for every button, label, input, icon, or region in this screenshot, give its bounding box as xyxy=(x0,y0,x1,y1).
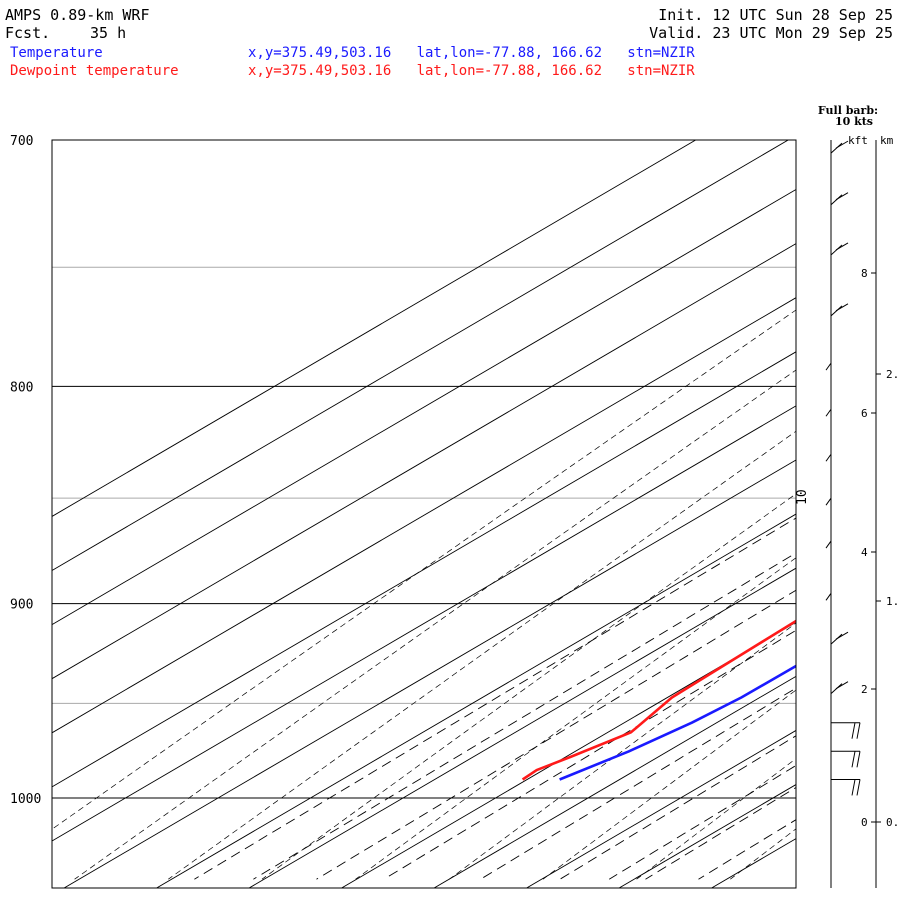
isotherm--40 xyxy=(248,567,796,888)
kft-label-2: 2 xyxy=(861,683,868,696)
wind-barb xyxy=(830,242,849,256)
wind-barb-flag xyxy=(835,681,849,690)
isotherm-10 xyxy=(711,838,796,888)
mixing-ratio-1 xyxy=(480,687,796,880)
wind-barb xyxy=(830,681,849,695)
wind-barb-staff xyxy=(825,593,832,601)
legend-temperature-label: Temperature xyxy=(10,45,103,61)
wind-barb-flag xyxy=(835,242,849,251)
wind-barb-flag xyxy=(856,779,861,796)
isotherm--90 xyxy=(52,297,796,734)
mixing-ratio-.4 xyxy=(383,629,796,880)
mixing-ratio-3 xyxy=(608,764,796,880)
wind-barb xyxy=(831,750,861,768)
isotherm--20 xyxy=(433,675,796,888)
wind-barb-staff xyxy=(825,408,832,417)
wind-barb-flag xyxy=(851,779,856,796)
kft-axis-label: kft xyxy=(848,134,868,147)
pressure-label-1000: 1000 xyxy=(10,792,41,807)
wind-barb-flag xyxy=(851,722,856,739)
wind-barb xyxy=(825,540,832,549)
mixing-ratio-.05 xyxy=(194,517,796,880)
pressure-label-900: 900 xyxy=(10,598,33,613)
isotherm--110 xyxy=(52,188,796,626)
model-title: AMPS 0.89-km WRF xyxy=(5,6,150,24)
dry-adiabat-210 xyxy=(74,369,796,880)
dewpoint-profile xyxy=(521,619,796,781)
wind-barb xyxy=(830,192,849,206)
pressure-label-800: 800 xyxy=(10,380,33,395)
dry-adiabat-200 xyxy=(52,309,796,830)
km-axis-label: km xyxy=(880,134,894,147)
wind-barb xyxy=(830,303,849,317)
valid-time: Valid. 23 UTC Mon 29 Sep 25 xyxy=(649,24,893,42)
wind-barb xyxy=(831,722,861,739)
wind-barb xyxy=(825,362,832,371)
mixing-ratio-4 xyxy=(645,786,796,880)
legend-temperature-info: x,y=375.49,503.16 lat,lon=-77.88, 166.62… xyxy=(248,45,695,61)
plot-frame xyxy=(51,139,797,889)
legend-dewpoint-info: x,y=375.49,503.16 lat,lon=-77.88, 166.62… xyxy=(248,63,695,79)
wind-barb-staff xyxy=(825,362,832,371)
isotherm--80 xyxy=(52,351,796,788)
wind-barb-staff xyxy=(825,497,832,506)
isotherm--10 xyxy=(526,729,796,888)
wind-barb xyxy=(825,593,832,601)
temperature-profile xyxy=(559,664,796,781)
wind-barb xyxy=(825,497,832,506)
isotherm--100 xyxy=(52,243,796,680)
wind-barb-flag xyxy=(835,140,849,149)
kft-label-4: 4 xyxy=(861,546,868,559)
wind-barb xyxy=(825,408,832,417)
wind-barb-flag xyxy=(856,751,861,768)
wind-barb-flag xyxy=(835,303,849,312)
wind-barb-flag xyxy=(835,631,849,640)
wind-barb-flag xyxy=(835,192,849,201)
mixing-ratio-.2 xyxy=(316,589,796,880)
wind-barb-flag xyxy=(851,751,856,768)
isotherm--120 xyxy=(52,140,789,572)
wind-barb xyxy=(831,778,861,796)
isotherm--60 xyxy=(63,459,796,888)
kft-label-0: 0 xyxy=(861,816,868,829)
kft-label-6: 6 xyxy=(861,407,868,420)
barb-header-line2: 10 kts xyxy=(835,115,873,128)
wind-barb-flag xyxy=(856,722,861,739)
isotherm-0 xyxy=(618,784,796,888)
dry-adiabat-290 xyxy=(824,0,900,879)
dry-adiabat-220 xyxy=(168,430,796,880)
pressure-label-700: 700 xyxy=(10,134,33,149)
isotherm-annotation: 10 xyxy=(795,489,810,505)
km-label-0: 2. xyxy=(886,368,899,381)
forecast-hour: 35 h xyxy=(90,24,127,42)
forecast-label: Fcst. xyxy=(5,24,51,42)
kft-label-8: 8 xyxy=(861,267,868,280)
wind-barb xyxy=(830,140,849,154)
isotherm--50 xyxy=(156,513,796,888)
wind-barb-staff xyxy=(825,453,832,462)
dry-adiabat-230 xyxy=(261,493,796,880)
mixing-ratio-.1 xyxy=(253,552,796,880)
dry-adiabat-280 xyxy=(730,828,796,880)
wind-barb xyxy=(830,631,849,645)
km-label-2: 0. xyxy=(886,816,899,829)
km-label-1: 1. xyxy=(886,595,899,608)
barb-header-line1: Full barb: xyxy=(818,104,878,117)
init-time: Init. 12 UTC Sun 28 Sep 25 xyxy=(658,6,893,24)
mixing-ratio-2 xyxy=(559,735,796,880)
legend-dewpoint-label: Dewpoint temperature xyxy=(10,63,179,79)
isotherm--130 xyxy=(52,140,696,517)
isotherm--70 xyxy=(52,405,796,842)
mixing-ratio-6 xyxy=(698,819,796,880)
wind-barb xyxy=(825,453,832,462)
wind-barb-staff xyxy=(825,540,832,549)
dry-adiabat-270 xyxy=(636,758,796,880)
